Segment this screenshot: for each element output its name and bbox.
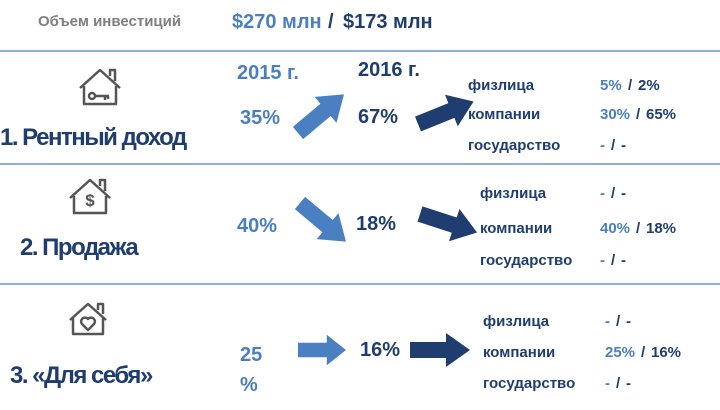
row-value-2016: -	[621, 137, 626, 154]
header-value: $173 млн	[343, 11, 433, 33]
row-sep: /	[641, 344, 646, 361]
arrow	[289, 189, 357, 255]
row-label: физлица	[483, 313, 550, 330]
row-value-2015: -	[600, 185, 605, 202]
row-label: компании	[468, 106, 541, 123]
row-label: государство	[483, 375, 576, 392]
row-sep: /	[611, 252, 616, 269]
row-label: государство	[468, 137, 561, 154]
divider	[0, 50, 720, 52]
row-value-2016: -	[621, 185, 626, 202]
row-value-2015: -	[605, 313, 610, 330]
year-label: 2016 г.	[358, 59, 420, 81]
row-sep: /	[636, 220, 641, 237]
icon-symbol: $	[85, 191, 95, 210]
row-value-2015: 5%	[600, 77, 622, 94]
divider	[0, 283, 720, 285]
row-sep: /	[616, 313, 621, 330]
row-value-2015: -	[605, 375, 610, 392]
arrow	[410, 333, 470, 367]
row-value-2016: 16%	[651, 344, 682, 361]
value-2015: 35%	[240, 107, 281, 129]
value-2015: 25 %	[240, 344, 263, 396]
value-2015: 40%	[237, 215, 278, 237]
row-sep: /	[628, 77, 633, 94]
row-value-2016: -	[626, 375, 631, 392]
row-label: компании	[480, 220, 553, 237]
value-2016: 67%	[358, 106, 399, 128]
header-label: Объем инвестиций	[38, 13, 182, 30]
row-sep: /	[636, 106, 641, 123]
row-value-2015: -	[600, 252, 605, 269]
header-sep: /	[328, 11, 334, 33]
arrow	[298, 334, 346, 366]
row-sep: /	[616, 375, 621, 392]
row-label: государство	[480, 252, 573, 269]
row-value-2015: 25%	[605, 344, 636, 361]
section-title: 2. Продажа	[20, 234, 139, 261]
arrow	[287, 81, 355, 147]
row-sep: /	[611, 185, 616, 202]
value-2016: 18%	[356, 213, 397, 235]
row-value-2016: -	[626, 313, 631, 330]
row-sep: /	[611, 137, 616, 154]
row-value-2016: 2%	[638, 77, 660, 94]
row-value-2015: 30%	[600, 106, 631, 123]
arrow	[414, 197, 483, 249]
row-label: физлица	[480, 185, 547, 202]
divider	[0, 163, 720, 165]
section-title: 3. «Для себя»	[10, 362, 153, 389]
row-value-2015: 40%	[600, 220, 631, 237]
row-label: компании	[483, 344, 556, 361]
header-value: $270 млн	[232, 11, 322, 33]
icons	[69, 68, 121, 336]
row-value-2016: 18%	[646, 220, 677, 237]
section-title: 1. Рентный доход	[0, 124, 187, 151]
year-label: 2015 г.	[237, 62, 299, 84]
row-label: физлица	[468, 77, 535, 94]
row-value-2016: 65%	[646, 106, 677, 123]
value-2016: 16%	[360, 339, 401, 361]
row-value-2016: -	[621, 252, 626, 269]
row-value-2015: -	[600, 137, 605, 154]
